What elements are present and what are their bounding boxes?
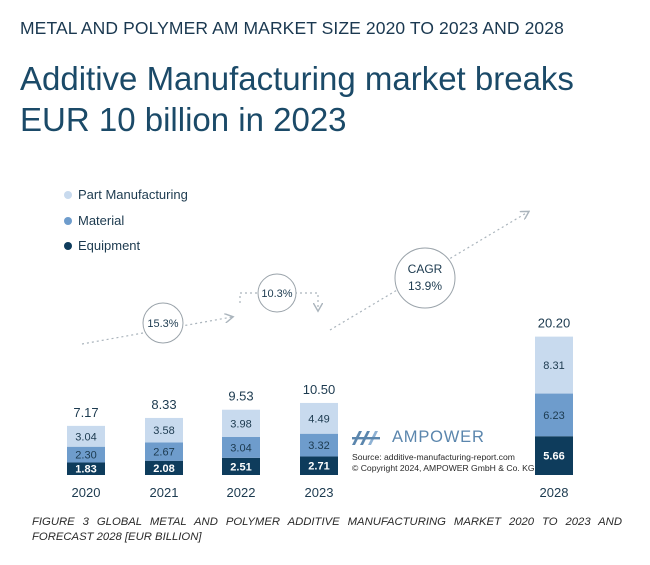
growth-label-2021-2022: 15.3% (147, 318, 178, 330)
data-label-equipment-2020: 1.83 (75, 464, 96, 476)
total-label-2021: 8.33 (151, 397, 176, 412)
x-tick-2021: 2021 (150, 485, 179, 500)
source-copyright: © Copyright 2024, AMPOWER GmbH & Co. KG (352, 463, 535, 473)
total-label-2020: 7.17 (73, 405, 98, 420)
chart-supertitle: METAL AND POLYMER AM MARKET SIZE 2020 TO… (20, 18, 564, 38)
bar-material-2022 (222, 436, 260, 458)
figure-caption: FIGURE 3 GLOBAL METAL AND POLYMER ADDITI… (32, 516, 622, 543)
cagr-label: CAGR (408, 262, 443, 276)
bar-part-manufacturing-2022 (222, 409, 260, 437)
bar-material-2020 (67, 446, 105, 463)
data-label-equipment-2028: 5.66 (543, 451, 564, 463)
chart-title-line-2: EUR 10 billion in 2023 (20, 101, 347, 138)
data-label-part-manufacturing-2021: 3.58 (153, 425, 174, 437)
x-tick-2020: 2020 (72, 485, 101, 500)
total-label-2022: 9.53 (228, 389, 253, 404)
bar-equipment-2020 (67, 462, 105, 475)
ampower-logo-text: AMPOWER (392, 428, 485, 446)
bar-material-2021 (145, 442, 183, 461)
data-label-part-manufacturing-2028: 8.31 (543, 360, 564, 372)
growth-label-2022-2023: 10.3% (261, 288, 292, 300)
data-label-material-2022: 3.04 (230, 442, 251, 454)
chart-title: Additive Manufacturing market breaks EUR… (20, 58, 640, 140)
total-label-2028: 20.20 (538, 316, 571, 331)
data-label-equipment-2023: 2.71 (308, 461, 329, 473)
data-label-equipment-2022: 2.51 (230, 461, 251, 473)
bar-material-2028 (535, 393, 573, 437)
ampower-logo-icon (352, 431, 380, 445)
cagr-value: 13.9% (408, 279, 442, 293)
growth-circle-2022-2023 (257, 273, 297, 313)
data-label-material-2020: 2.30 (75, 450, 96, 462)
legend-marker-equipment (64, 242, 72, 250)
x-tick-2023: 2023 (305, 485, 334, 500)
data-label-part-manufacturing-2023: 4.49 (308, 413, 329, 425)
source-line-1: Source: additive-manufacturing-report.co… (352, 452, 515, 462)
bar-part-manufacturing-2021 (145, 417, 183, 443)
bar-equipment-2021 (145, 460, 183, 475)
data-label-material-2023: 3.32 (308, 440, 329, 452)
bar-part-manufacturing-2023 (300, 402, 338, 434)
chart-title-line-1: Additive Manufacturing market breaks (20, 60, 574, 97)
total-label-2023: 10.50 (303, 382, 336, 397)
legend-label-material: Material (78, 213, 124, 228)
bar-part-manufacturing-2028 (535, 336, 573, 394)
data-label-equipment-2021: 2.08 (153, 463, 174, 475)
data-label-material-2028: 6.23 (543, 410, 564, 422)
x-tick-2022: 2022 (227, 485, 256, 500)
bar-part-manufacturing-2020 (67, 425, 105, 447)
bar-equipment-2023 (300, 456, 338, 475)
stacked-bar-chart: 1.83 2.30 3.04 7.17 2020 2.08 2.67 3.58 8.33 2021… (64, 187, 573, 500)
x-tick-2028: 2028 (540, 485, 569, 500)
growth-arrow-2022-2023 (239, 292, 318, 310)
bar-equipment-2028 (535, 436, 573, 475)
legend-marker-material (64, 217, 72, 225)
legend-marker-part-manufacturing (64, 191, 72, 199)
data-label-part-manufacturing-2020: 3.04 (75, 431, 96, 443)
legend-label-part-manufacturing: Part Manufacturing (78, 187, 188, 202)
growth-circle-2021-2022 (142, 302, 184, 344)
data-label-part-manufacturing-2022: 3.98 (230, 418, 251, 430)
data-label-material-2021: 2.67 (153, 447, 174, 459)
bar-equipment-2022 (222, 457, 260, 475)
source-note: Source: additive-manufacturing-report.co… (352, 452, 535, 474)
cagr-circle (394, 247, 456, 309)
legend-label-equipment: Equipment (78, 238, 141, 253)
bar-material-2023 (300, 433, 338, 457)
